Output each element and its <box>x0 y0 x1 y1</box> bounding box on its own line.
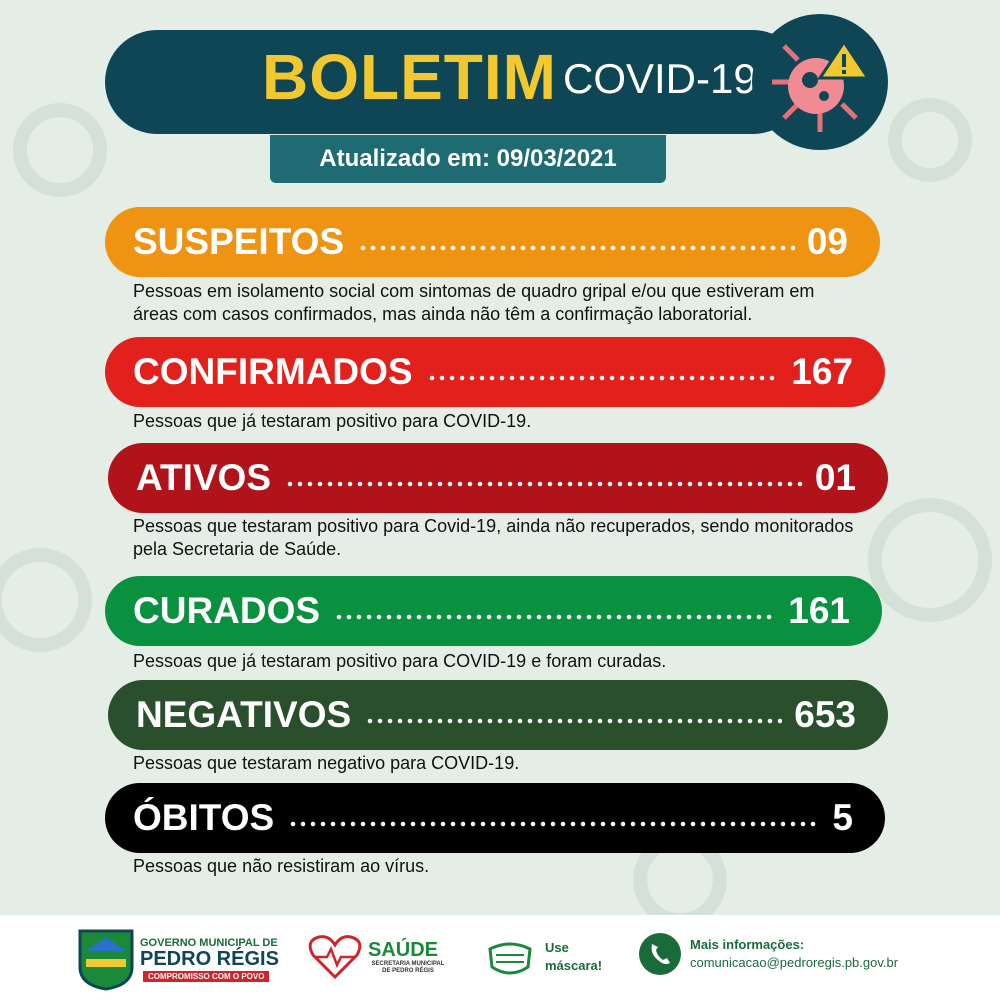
status-description: Pessoas que já testaram positivo para CO… <box>133 651 667 671</box>
title: BOLETIM <box>262 41 557 113</box>
phone-icon <box>639 933 681 975</box>
status-value: 167 <box>791 351 853 392</box>
status-bar: CONFIRMADOS 167 <box>105 337 885 407</box>
health-title: SAÚDE <box>368 939 439 961</box>
status-description: Pessoas em isolamento social com sintoma… <box>133 281 815 324</box>
virus-icon <box>772 39 871 132</box>
status-label: CONFIRMADOS <box>133 351 413 392</box>
contact-label: Mais informações: <box>690 937 805 952</box>
dot-leader <box>426 374 780 382</box>
status-label: NEGATIVOS <box>136 694 352 735</box>
status-label: CURADOS <box>133 590 321 631</box>
government-crest <box>78 929 134 991</box>
status-value: 5 <box>832 797 853 838</box>
dot-leader <box>334 613 777 621</box>
status-description: Pessoas que não resistiram ao vírus. <box>133 856 430 876</box>
virus-badge <box>752 14 888 150</box>
status-label: SUSPEITOS <box>133 221 345 262</box>
government-line2: PEDRO RÉGIS <box>140 948 279 970</box>
government-line3: COMPROMISSO COM O POVO <box>143 971 270 982</box>
footer: GOVERNO MUNICIPAL DE PEDRO RÉGIS COMPROM… <box>0 915 1000 1000</box>
header-banner <box>105 30 805 134</box>
status-bar: ÓBITOS 5 <box>105 783 885 853</box>
status-description: Pessoas que já testaram positivo para CO… <box>133 411 532 431</box>
status-value: 09 <box>806 221 848 262</box>
updated-date: Atualizado em: 09/03/2021 <box>270 135 666 183</box>
status-bar: NEGATIVOS 653 <box>108 680 888 750</box>
dot-leader <box>288 820 821 828</box>
status-value: 01 <box>814 457 856 498</box>
dot-leader <box>358 244 795 252</box>
government-line1: GOVERNO MUNICIPAL DE <box>140 937 278 949</box>
mask-message: Use máscara! <box>545 940 603 973</box>
status-bar: SUSPEITOS 09 <box>105 207 880 277</box>
health-subtitle: SECRETARIA MUNICIPAL DE PEDRO RÉGIS <box>371 961 445 974</box>
status-bar: ATIVOS 01 <box>108 443 888 513</box>
status-label: ATIVOS <box>136 457 271 498</box>
mask-icon <box>488 942 532 975</box>
subtitle: COVID-19 <box>563 55 757 102</box>
dot-leader <box>365 717 783 725</box>
status-value: 161 <box>788 590 850 631</box>
dot-leader <box>285 480 803 488</box>
status-value: 653 <box>794 694 856 735</box>
status-description: Pessoas que testaram negativo para COVID… <box>133 753 520 773</box>
health-icon <box>308 935 362 980</box>
status-description: Pessoas que testaram positivo para Covid… <box>133 516 854 559</box>
contact-email[interactable]: comunicacao@pedroregis.pb.gov.br <box>690 955 899 970</box>
status-bar: CURADOS 161 <box>105 576 882 646</box>
status-label: ÓBITOS <box>133 797 275 838</box>
